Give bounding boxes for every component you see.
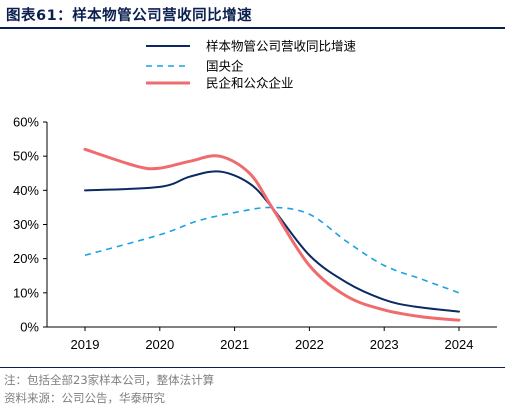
x-tick-label: 2024 [445,337,474,352]
figure-title: 图表61：样本物管公司营收同比增速 [6,4,252,25]
y-tick-label: 60% [13,115,39,130]
y-tick-label: 50% [13,149,39,164]
title-rule [0,27,505,29]
figure-title-text: 样本物管公司营收同比增速 [72,8,253,24]
x-tick-label: 2023 [370,337,399,352]
series-line-2 [84,206,460,294]
y-tick-label: 0% [20,320,39,335]
x-tick-label: 2019 [71,337,100,352]
y-tick-label: 30% [13,217,39,232]
y-tick-label: 40% [13,183,39,198]
y-tick-label: 20% [13,251,39,266]
x-tick-label: 2021 [220,337,249,352]
source-note: 资料来源：公司公告，华泰研究 [4,391,165,405]
footer-rule [0,367,505,368]
legend-label-3: 民企和公众企业 [206,76,294,91]
legend-label-2: 国央企 [206,59,244,74]
x-tick-label: 2020 [145,337,174,352]
legend-label-1: 样本物管公司营收同比增速 [206,39,357,54]
y-tick-label: 10% [13,285,39,300]
series-line-3 [83,147,461,322]
figure-label: 图表61： [6,8,73,24]
x-tick-label: 2022 [295,337,324,352]
line-chart: 0% 10% 20% 30% 40% 50% 60% 2019 2020 2021 2022 2023… [13,39,497,352]
series-line-1 [84,170,460,313]
footnote: 注：包括全部23家样本公司，整体法计算 [4,373,215,387]
